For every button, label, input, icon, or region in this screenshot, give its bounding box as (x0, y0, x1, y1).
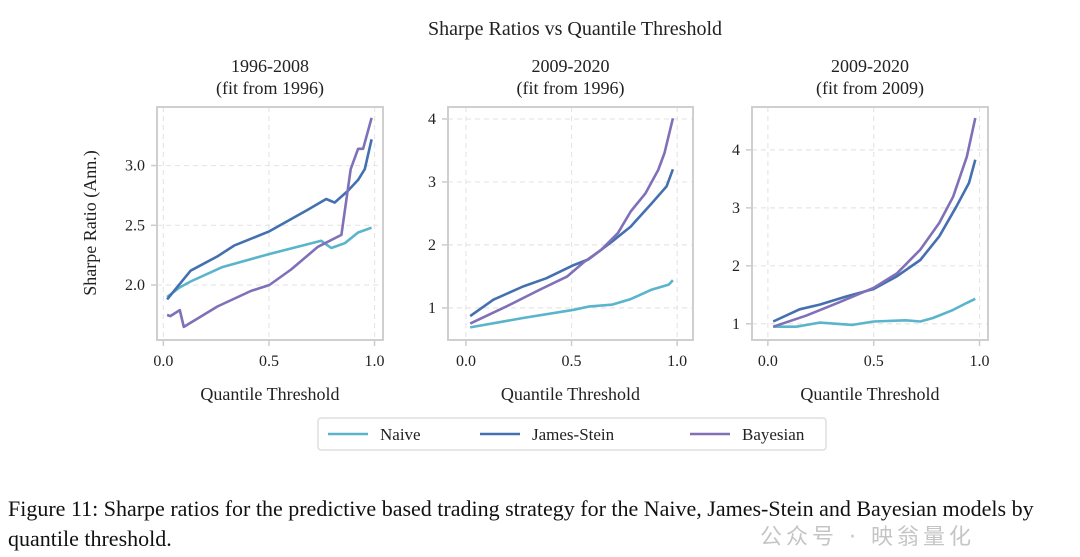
figure-caption: Figure 11: Sharpe ratios for the predict… (8, 496, 1034, 551)
subplot-1: 1996-2008(fit from 1996) 0.0 0.5 1.0 2.0 2.5 3… (125, 56, 385, 404)
series-line-bayesian (166, 117, 373, 329)
subplot-title: 2009-2020 (532, 56, 610, 76)
plot-frame (156, 106, 384, 341)
y-tick-label: 3 (732, 200, 740, 217)
y-tick-label: 3 (428, 174, 436, 191)
legend-label: James-Stein (532, 425, 615, 444)
series-line-bayesian (469, 117, 675, 325)
plot-frame (447, 106, 694, 341)
series-line-naive (773, 297, 976, 328)
y-tick-label: 1 (428, 300, 436, 317)
x-axis-label: Quantile Threshold (501, 384, 640, 404)
subplot-subtitle: (fit from 1996) (216, 78, 324, 99)
series-line-james-stein (166, 139, 373, 301)
y-tick-label: 2 (428, 237, 436, 254)
series-line-naive (469, 279, 674, 329)
x-axis-label: Quantile Threshold (800, 384, 939, 404)
subplot-subtitle: (fit from 1996) (517, 78, 625, 99)
y-tick-label: 4 (428, 111, 436, 128)
series-line-james-stein (772, 159, 977, 323)
series-line-naive (166, 226, 373, 299)
subplot-title: 2009-2020 (831, 56, 909, 76)
y-tick-label: 2.5 (125, 217, 145, 234)
y-tick-label: 3.0 (125, 158, 145, 175)
x-tick-label: 1.0 (365, 353, 385, 370)
x-tick-label: 1.0 (667, 353, 687, 370)
y-axis-label: Sharpe Ratio (Ann.) (80, 150, 101, 295)
subplot-subtitle: (fit from 2009) (816, 78, 924, 99)
subplot-2: 2009-2020(fit from 1996) 0.0 0.5 1.0 1 2 3 4 Qua… (428, 56, 694, 404)
legend: Naive James-Stein Bayesian (317, 417, 827, 451)
x-tick-label: 1.0 (970, 353, 990, 370)
y-tick-label: 4 (732, 142, 740, 159)
x-tick-label: 0.5 (259, 353, 279, 370)
plot-frame (751, 106, 989, 341)
y-tick-label: 2 (732, 258, 740, 275)
x-tick-label: 0.5 (562, 353, 582, 370)
x-tick-label: 0.0 (758, 353, 778, 370)
subplot-title: 1996-2008 (231, 56, 309, 76)
legend-frame (317, 417, 827, 451)
x-tick-label: 0.0 (456, 353, 476, 370)
series-line-bayesian (772, 117, 977, 328)
x-tick-label: 0.5 (864, 353, 884, 370)
x-axis-label: Quantile Threshold (200, 384, 339, 404)
chart-title: Sharpe Ratios vs Quantile Threshold (428, 18, 722, 40)
legend-label: Naive (380, 425, 421, 444)
y-tick-label: 2.0 (125, 277, 145, 294)
legend-label: Bayesian (742, 425, 805, 444)
subplot-3: 2009-2020(fit from 2009) 0.0 0.5 1.0 1 2 3 4 Qua… (732, 56, 990, 404)
x-tick-label: 0.0 (153, 353, 173, 370)
y-tick-label: 1 (732, 316, 740, 333)
